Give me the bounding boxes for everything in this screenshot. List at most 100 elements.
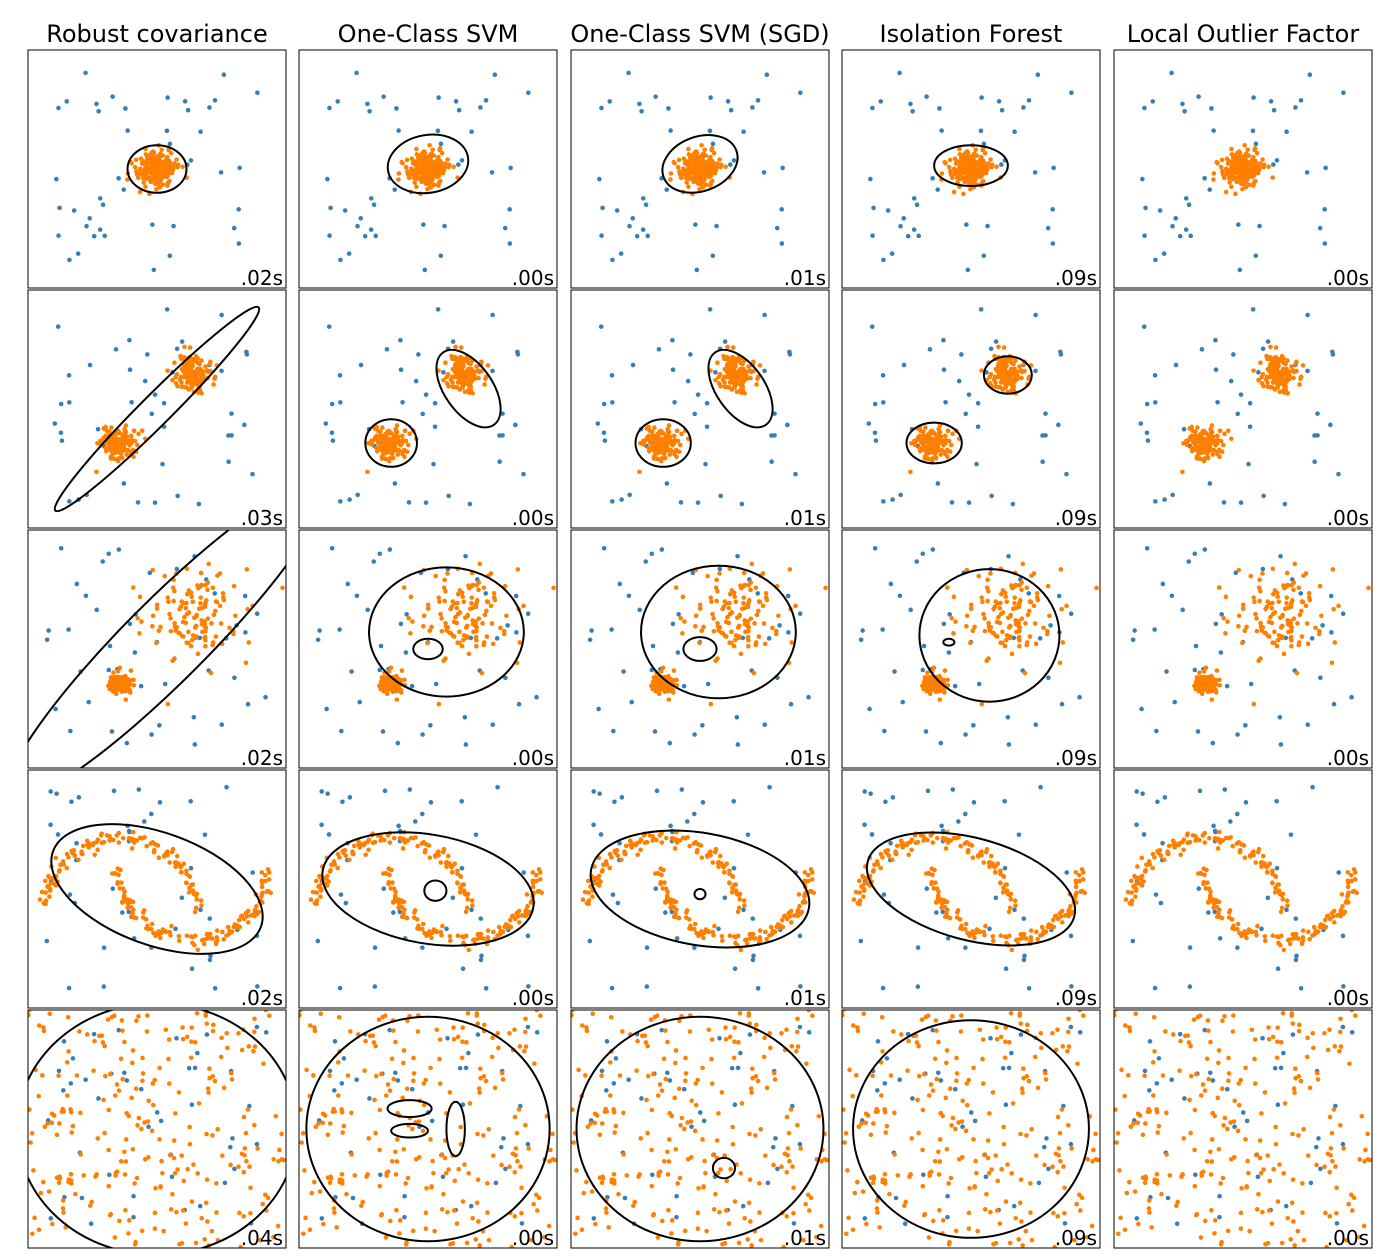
inlier-point [474, 364, 479, 369]
outlier-point [718, 493, 723, 499]
inlier-point [1019, 580, 1025, 585]
inlier-point [444, 374, 449, 380]
inlier-point [66, 855, 71, 860]
inlier-point [374, 433, 380, 439]
inlier-point [115, 881, 120, 887]
inlier-point [126, 686, 132, 692]
inlier-point [113, 675, 119, 680]
inlier-point [677, 442, 683, 448]
outlier-point [1132, 628, 1137, 633]
inlier-point [659, 436, 664, 442]
inlier-point [259, 884, 265, 890]
inlier-point [1300, 599, 1306, 605]
inlier-point [394, 423, 400, 428]
inlier-point [1300, 363, 1306, 368]
outlier-point [315, 637, 321, 643]
inlier-point [268, 890, 273, 896]
outlier-point [94, 101, 99, 107]
outlier-point [243, 630, 248, 635]
inlier-point [131, 682, 137, 688]
inlier-point [1266, 619, 1272, 625]
inlier-point [912, 442, 918, 448]
inlier-point [1225, 619, 1230, 624]
inlier-point [466, 387, 471, 393]
inlier-point [1007, 623, 1013, 629]
inlier-point [116, 872, 121, 878]
inlier-point [1254, 616, 1259, 621]
outlier-point [507, 207, 512, 212]
inlier-point [707, 158, 712, 164]
outlier-point [188, 865, 194, 871]
inlier-point [715, 588, 720, 594]
outlier-point [329, 401, 335, 407]
inlier-point [1294, 670, 1300, 676]
inlier-point [693, 613, 699, 619]
inlier-point [461, 363, 466, 369]
inlier-point [443, 360, 448, 366]
inlier-point [678, 173, 684, 178]
inlier-point [414, 152, 420, 157]
outlier-point [985, 223, 990, 229]
inlier-point [196, 606, 202, 612]
inlier-point [675, 164, 681, 170]
inlier-point [172, 588, 177, 594]
inlier-point [1201, 668, 1207, 674]
inlier-point [1011, 361, 1016, 367]
inlier-point [1209, 673, 1214, 679]
inlier-point [160, 182, 166, 188]
outlier-point [1251, 95, 1256, 100]
outlier-point [345, 581, 351, 587]
decision-boundary [918, 568, 1061, 703]
outlier-point [403, 650, 409, 655]
inlier-point [988, 571, 993, 576]
inlier-point [1285, 391, 1290, 396]
inlier-point [119, 900, 125, 905]
outlier-point [1162, 497, 1167, 502]
inlier-point [947, 157, 953, 163]
inlier-point [1289, 598, 1295, 603]
inlier-point [1305, 641, 1311, 647]
inlier-point [166, 147, 171, 153]
inlier-point [210, 585, 216, 591]
inlier-point [1270, 640, 1275, 645]
inlier-point [957, 152, 963, 157]
decision-boundary [435, 348, 502, 429]
inlier-point [711, 628, 717, 634]
outlier-point [609, 373, 615, 378]
outlier-point [630, 216, 636, 221]
inlier-point [716, 625, 722, 630]
inlier-point [107, 679, 113, 684]
inlier-point [1274, 356, 1280, 361]
fit-time-label: .09s [1055, 506, 1097, 530]
inlier-point [422, 150, 428, 156]
inlier-point [708, 173, 714, 178]
outlier-point [339, 728, 344, 734]
inlier-point [442, 577, 447, 583]
inlier-point [504, 613, 509, 619]
inlier-point [746, 643, 751, 649]
inlier-point [476, 616, 482, 621]
outlier-point [735, 553, 740, 559]
outlier-point [372, 984, 378, 989]
outlier-point [490, 312, 495, 318]
inlier-point [668, 171, 674, 176]
outlier-point [198, 129, 203, 134]
inlier-point [1227, 180, 1233, 185]
inlier-point [1230, 167, 1236, 173]
outlier-point [901, 362, 907, 368]
inlier-point [1270, 591, 1276, 597]
outlier-point [762, 312, 767, 318]
inlier-point [1094, 585, 1099, 591]
outlier-point [121, 481, 127, 486]
inlier-point [211, 382, 216, 387]
inlier-point [1189, 448, 1195, 454]
subplot-panel: .01s [570, 529, 830, 770]
inlier-point [436, 173, 442, 178]
inlier-point [948, 442, 954, 448]
inlier-point [727, 366, 733, 372]
outlier-point [483, 591, 489, 596]
inlier-point [171, 161, 177, 166]
inlier-point [1257, 161, 1263, 166]
inlier-point [982, 616, 987, 621]
outlier-point [640, 196, 646, 201]
